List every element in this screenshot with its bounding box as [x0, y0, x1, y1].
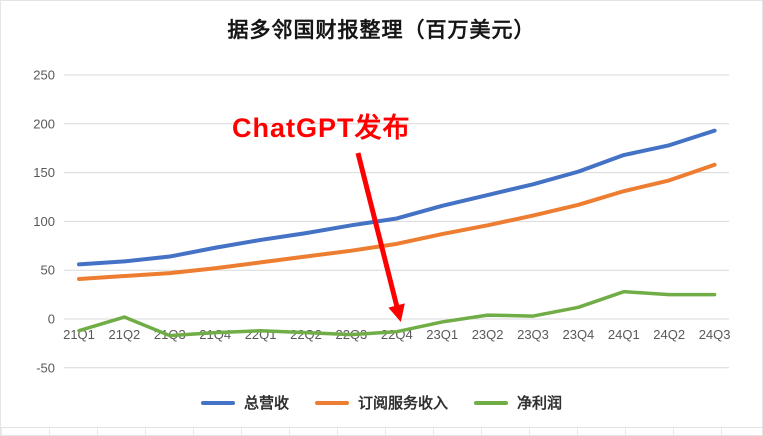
legend-item: 净利润	[474, 392, 562, 413]
svg-text:23Q1: 23Q1	[426, 327, 458, 342]
legend-item-label: 净利润	[517, 395, 563, 412]
legend-line-icon	[314, 400, 349, 405]
annotation-arrow	[355, 152, 405, 322]
svg-text:-50: -50	[36, 360, 55, 375]
series-line-1	[77, 162, 717, 281]
svg-text:24Q1: 24Q1	[608, 327, 640, 342]
chart-title: 据多邻国财报整理（百万美元）	[227, 19, 536, 42]
svg-text:50: 50	[41, 263, 55, 278]
gridlines	[64, 74, 729, 369]
svg-text:250: 250	[33, 68, 55, 83]
legend-line-icon	[200, 400, 235, 405]
legend-line-icon	[474, 400, 508, 405]
svg-text:200: 200	[33, 116, 55, 131]
y-axis-labels: -50 0 50 100 150 200 250	[33, 68, 55, 376]
annotation-label: ChatGPT发布	[232, 113, 411, 143]
series-line-0	[77, 128, 717, 267]
svg-text:23Q2: 23Q2	[472, 327, 504, 342]
svg-text:23Q3: 23Q3	[517, 327, 549, 342]
series-line-2	[77, 289, 717, 338]
svg-text:150: 150	[33, 165, 55, 180]
svg-text:0: 0	[48, 312, 55, 327]
legend-item: 总营收	[200, 392, 289, 413]
legend-item: 订阅服务收入	[314, 392, 448, 413]
svg-text:24Q3: 24Q3	[699, 327, 731, 342]
svg-text:21Q2: 21Q2	[108, 327, 140, 342]
legend: 总营收 订阅服务收入 净利润	[1, 392, 762, 413]
legend-item-label: 总营收	[243, 395, 289, 412]
svg-text:23Q4: 23Q4	[562, 327, 594, 342]
svg-text:21Q1: 21Q1	[63, 327, 95, 342]
svg-text:100: 100	[33, 214, 55, 229]
cropped-table-edge	[1, 427, 762, 435]
svg-text:24Q2: 24Q2	[653, 327, 685, 342]
legend-item-label: 订阅服务收入	[357, 395, 448, 412]
